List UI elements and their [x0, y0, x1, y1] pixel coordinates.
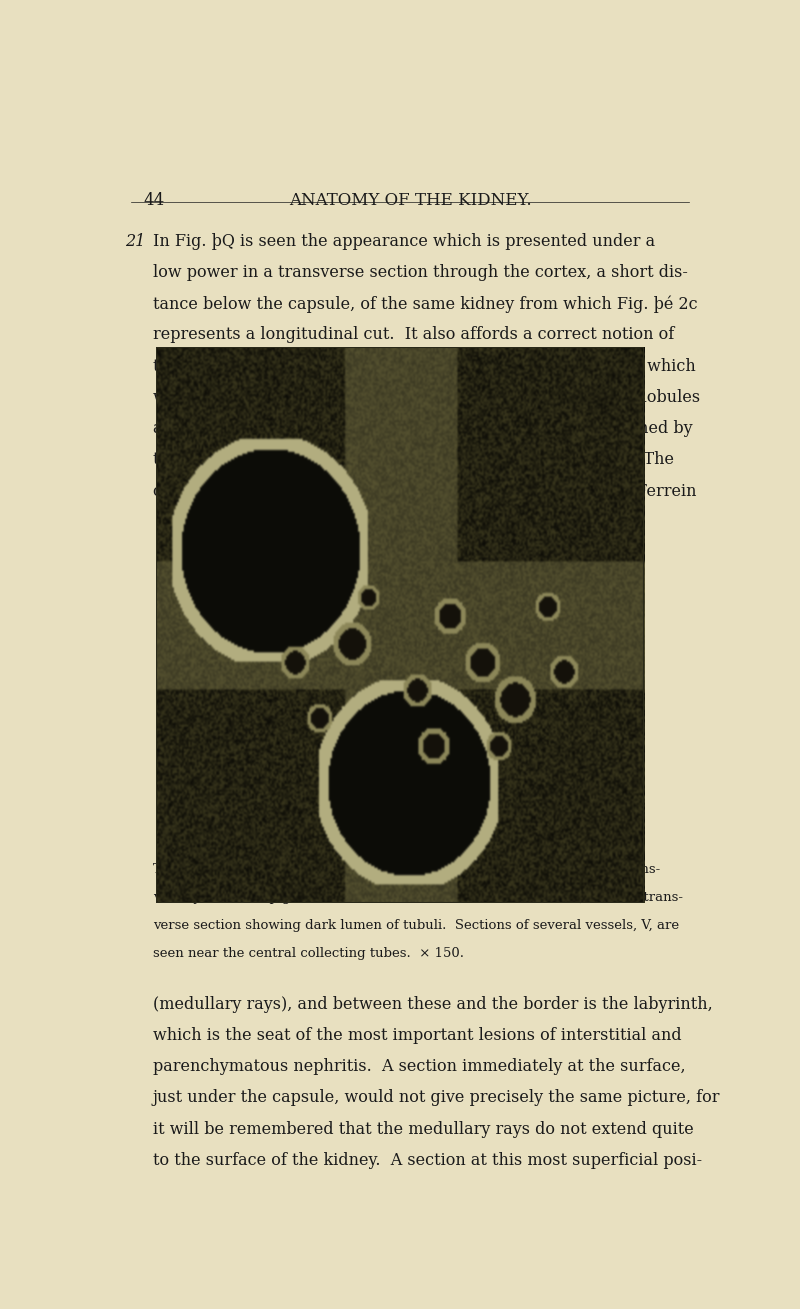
Text: the lobular structure which the kidney really possesses, but which: the lobular structure which the kidney r… [153, 357, 695, 374]
Text: would not be suspected without the microscope.  The renal lobules: would not be suspected without the micro… [153, 389, 700, 406]
Bar [156, 347, 644, 903]
Text: the branches of the interlobular vessels already described.  The: the branches of the interlobular vessels… [153, 452, 674, 469]
Text: Tangential section through the cortex.  Collecting tubes in center cut trans-: Tangential section through the cortex. C… [153, 863, 660, 876]
Text: tance below the capsule, of the same kidney from which Fig. þé 2c: tance below the capsule, of the same kid… [153, 295, 698, 313]
Text: (medullary rays), and between these and the border is the labyrinth,: (medullary rays), and between these and … [153, 996, 713, 1013]
Text: it will be remembered that the medullary rays do not extend quite: it will be remembered that the medullary… [153, 1121, 694, 1138]
Text: parenchymatous nephritis.  A section immediately at the surface,: parenchymatous nephritis. A section imme… [153, 1058, 686, 1075]
Text: which is the seat of the most important lesions of interstitial and: which is the seat of the most important … [153, 1028, 682, 1043]
Text: seen near the central collecting tubes.  × 150.: seen near the central collecting tubes. … [153, 948, 464, 961]
Text: represents a longitudinal cut.  It also affords a correct notion of: represents a longitudinal cut. It also a… [153, 326, 674, 343]
Text: versely.  Two Malpighian bodies.  Numerous sections of tubules, some in trans-: versely. Two Malpighian bodies. Numerous… [153, 891, 682, 903]
Text: to the surface of the kidney.  A section at this most superficial posi-: to the surface of the kidney. A section … [153, 1152, 702, 1169]
Text: are seen to be polygonal figures, of which the sides are formed by: are seen to be polygonal figures, of whi… [153, 420, 692, 437]
Text: low power in a transverse section through the cortex, a short dis-: low power in a transverse section throug… [153, 264, 687, 281]
Text: just under the capsule, would not give precisely the same picture, for: just under the capsule, would not give p… [153, 1089, 720, 1106]
Text: ANATOMY OF THE KIDNEY.: ANATOMY OF THE KIDNEY. [289, 192, 531, 209]
Text: 21: 21 [125, 233, 145, 250]
Text: In Fig. þQ is seen the appearance which is presented under a: In Fig. þQ is seen the appearance which … [153, 233, 655, 250]
Text: verse section showing dark lumen of tubuli.  Sections of several vessels, V, are: verse section showing dark lumen of tubu… [153, 919, 679, 932]
Text: Fig. 21.: Fig. 21. [378, 529, 442, 546]
Text: center is occupied by the straight tubes of the pyramids of Ferrein: center is occupied by the straight tubes… [153, 483, 696, 500]
Text: 44: 44 [143, 192, 165, 209]
